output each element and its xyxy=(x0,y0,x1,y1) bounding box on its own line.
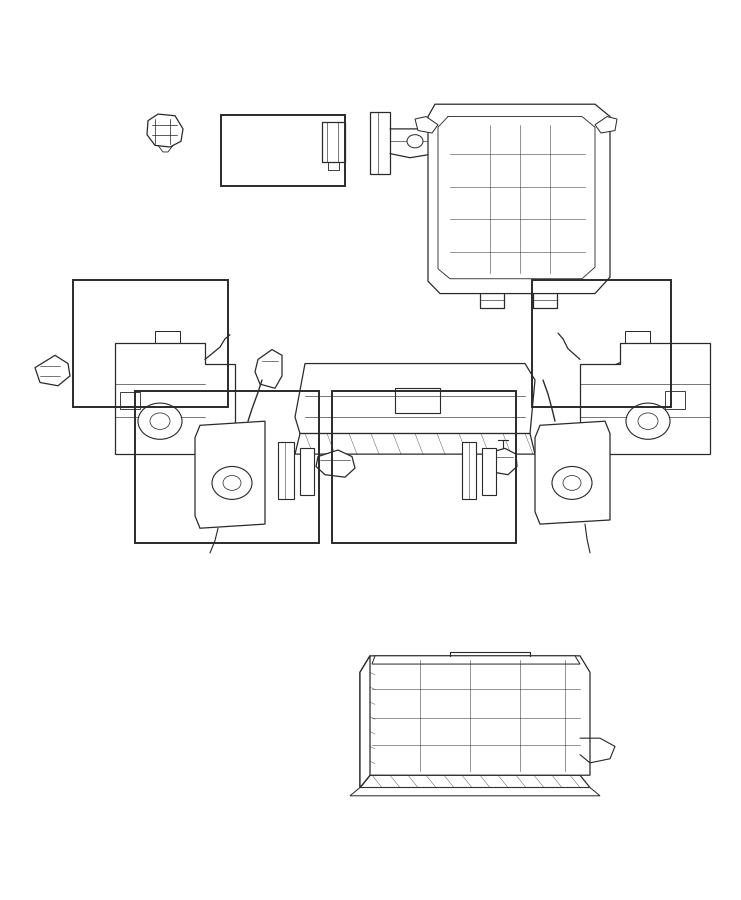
Ellipse shape xyxy=(552,466,592,500)
Ellipse shape xyxy=(638,413,658,429)
Polygon shape xyxy=(535,421,610,524)
Polygon shape xyxy=(360,656,590,788)
Polygon shape xyxy=(595,117,617,133)
Polygon shape xyxy=(360,775,590,788)
Polygon shape xyxy=(415,117,438,133)
Ellipse shape xyxy=(138,403,182,439)
Polygon shape xyxy=(295,434,535,454)
Polygon shape xyxy=(316,450,355,477)
Polygon shape xyxy=(295,364,535,434)
Polygon shape xyxy=(350,788,600,796)
Polygon shape xyxy=(370,112,390,175)
Polygon shape xyxy=(580,343,710,454)
Ellipse shape xyxy=(407,135,423,148)
Polygon shape xyxy=(462,442,476,500)
Polygon shape xyxy=(360,656,370,788)
Ellipse shape xyxy=(626,403,670,439)
Polygon shape xyxy=(255,349,282,388)
Polygon shape xyxy=(120,392,140,409)
Bar xyxy=(221,115,345,186)
Polygon shape xyxy=(372,656,580,664)
Polygon shape xyxy=(115,343,235,454)
Polygon shape xyxy=(395,388,440,413)
Polygon shape xyxy=(195,421,265,528)
Bar xyxy=(73,280,228,407)
Bar xyxy=(135,391,319,543)
Polygon shape xyxy=(278,442,294,500)
Ellipse shape xyxy=(212,466,252,500)
Ellipse shape xyxy=(223,475,241,491)
Polygon shape xyxy=(322,122,345,162)
Polygon shape xyxy=(300,448,314,495)
Ellipse shape xyxy=(150,413,170,429)
Bar xyxy=(332,391,516,543)
Polygon shape xyxy=(428,104,610,293)
Bar xyxy=(532,280,671,407)
Ellipse shape xyxy=(563,475,581,491)
Polygon shape xyxy=(147,114,183,147)
Polygon shape xyxy=(610,359,640,391)
Polygon shape xyxy=(665,391,685,409)
Polygon shape xyxy=(487,448,517,474)
Polygon shape xyxy=(482,448,496,495)
Polygon shape xyxy=(35,356,70,386)
